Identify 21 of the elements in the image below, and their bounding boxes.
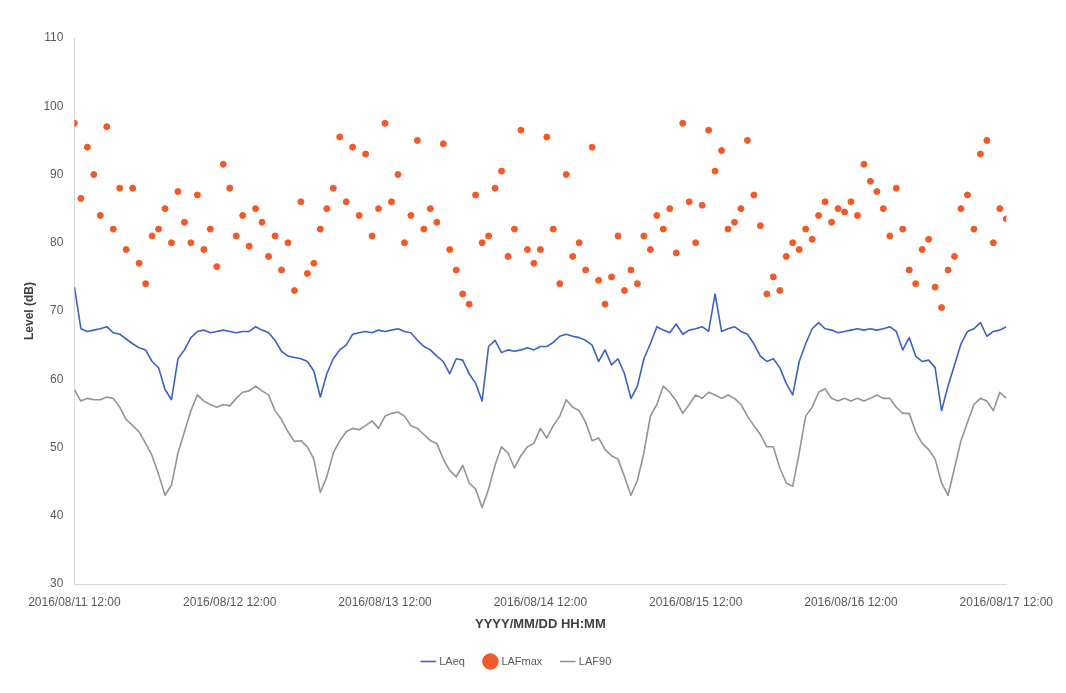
y-tick-label: 110 [44,30,64,45]
legend-label: LAF90 [578,654,612,667]
legend-label: LAFmax [501,654,543,667]
y-axis-title: Level (dB) [21,281,36,341]
x-tick-label: 2016/08/13 12:00 [338,594,433,609]
x-tick-label: 2016/08/17 12:00 [959,594,1054,609]
x-tick-label: 2016/08/12 12:00 [183,594,277,609]
y-tick-label: 40 [50,508,64,523]
x-tick-label: 2016/08/14 12:00 [493,594,588,609]
x-tick-label: 2016/08/11 12:00 [28,594,122,609]
x-tick-label: 2016/08/16 12:00 [804,594,899,609]
legend-label: LAeq [439,654,465,667]
y-tick-label: 90 [50,166,64,181]
y-tick-label: 70 [50,303,64,318]
x-axis-title: YYYY/MM/DD HH:MM [475,615,606,631]
y-tick-label: 30 [50,576,64,591]
x-tick-label: 2016/08/15 12:00 [648,594,743,609]
y-tick-label: 100 [43,98,64,113]
y-tick-label: 60 [50,371,64,386]
y-tick-label: 80 [50,235,64,250]
y-tick-label: 50 [50,439,64,454]
